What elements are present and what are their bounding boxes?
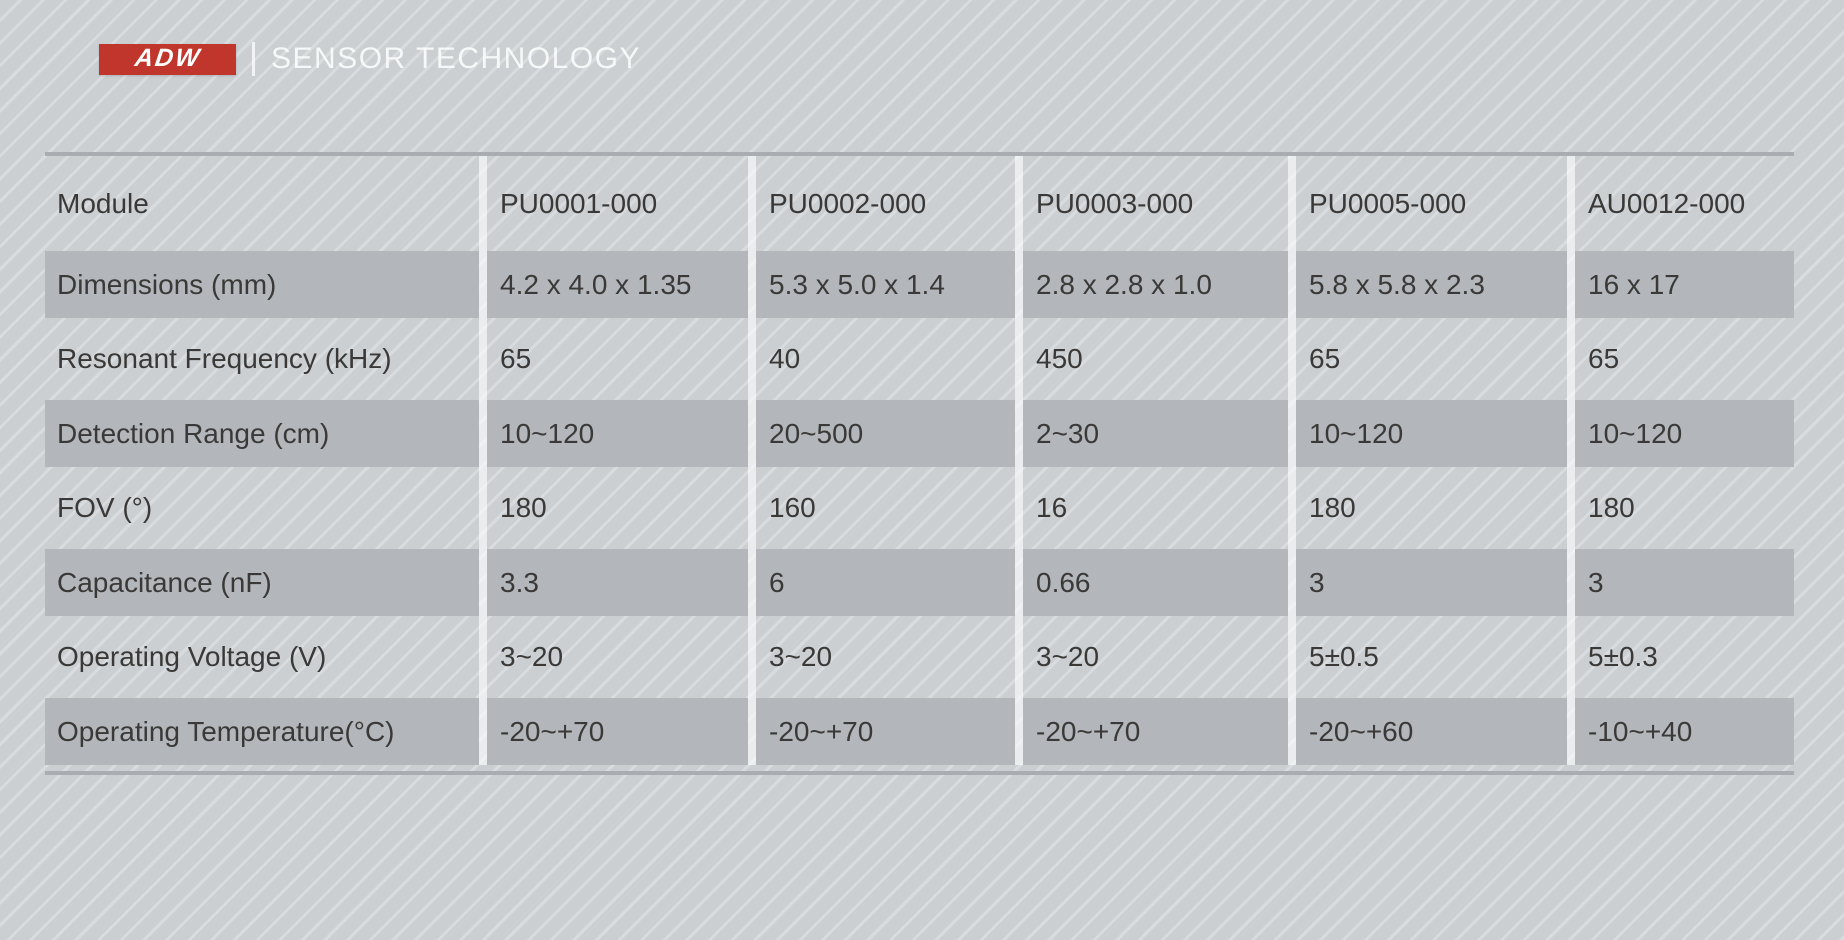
cell-value: -10~+40 [1567,698,1794,765]
cell-value: 5±0.5 [1288,616,1567,698]
adw-logo-text: ADW [132,43,203,72]
table-row: Operating Temperature(°C) -20~+70 -20~+70-… [45,698,1794,765]
module-name: AU0012-000 [1567,156,1794,251]
table-row: Operating Voltage (V) 3~20 3~20 3~20 5±0.5 5±… [45,616,1794,698]
row-label: Operating Temperature(°C) [45,698,479,765]
row-label: Capacitance (nF) [45,549,479,616]
brand-tagline: SENSOR TECHNOLOGY [271,42,642,75]
table-row: Detection Range (cm) 10~120 20~500 2~30 10~1… [45,400,1794,467]
cell-value: -20~+70 [748,698,1015,765]
row-label: Operating Voltage (V) [57,641,327,672]
row-label: Resonant Frequency (kHz) [57,343,392,374]
cell-value: 3~20 [1015,616,1288,698]
table-row: Dimensions (mm) 4.2 x 4.0 x 1.35 5.3 x 5.0… [45,251,1794,318]
cell-value: 6 [748,549,1015,616]
cell-value: 40 [748,318,1015,400]
brand-header: ADW SENSOR TECHNOLOGY [99,40,641,78]
cell-value: 0.66 [1015,549,1288,616]
cell-value: 10~120 [479,400,748,467]
cell-value: 5.8 x 5.8 x 2.3 [1288,251,1567,318]
spec-table-grid: Module PU0001-000 PU0002-000 PU0003-000 PU00… [45,156,1794,765]
cell-value: 65 [479,318,748,400]
cell-value: 180 [1288,467,1567,549]
cell-value: 180 [1567,467,1794,549]
cell-value: 3~20 [479,616,748,698]
cell-value: 180 [479,467,748,549]
cell-value: 3 [1567,549,1794,616]
cell-value: 20~500 [748,400,1015,467]
module-name: PU0001-000 [479,156,748,251]
cell-value: 16 x 17 [1567,251,1794,318]
brand-divider [252,42,255,76]
cell-value: 5.3 x 5.0 x 1.4 [748,251,1015,318]
cell-value: 65 [1567,318,1794,400]
cell-value: 2.8 x 2.8 x 1.0 [1015,251,1288,318]
cell-value: 65 [1288,318,1567,400]
cell-value: 10~120 [1567,400,1794,467]
cell-value: 5±0.3 [1567,616,1794,698]
module-name: PU0005-000 [1288,156,1567,251]
cell-value: 16 [1015,467,1288,549]
cell-value: -20~+70 [479,698,748,765]
cell-value: 450 [1015,318,1288,400]
cell-value: -20~+60 [1288,698,1567,765]
spec-table: Module PU0001-000 PU0002-000 PU0003-000 PU00… [45,152,1794,775]
cell-value: 3.3 [479,549,748,616]
table-row: FOV (°) 180 160 16 180 180 [45,467,1794,549]
cell-value: 4.2 x 4.0 x 1.35 [479,251,748,318]
adw-logo: ADW [99,43,236,75]
row-label: Detection Range (cm) [45,400,479,467]
table-row: Capacitance (nF) 3.3 6 0.66 3 3 [45,549,1794,616]
cell-value: -20~+70 [1015,698,1288,765]
row-label: Dimensions (mm) [45,251,479,318]
spec-table-body: Module PU0001-000 PU0002-000 PU0003-000 PU00… [45,156,1794,765]
module-name: PU0003-000 [1015,156,1288,251]
cell-value: 3 [1288,549,1567,616]
row-label: FOV (°) [57,492,153,523]
module-header-label: Module [57,187,149,219]
cell-value: 160 [748,467,1015,549]
table-header-row: Module PU0001-000 PU0002-000 PU0003-000 PU00… [45,156,1794,251]
module-name: PU0002-000 [748,156,1015,251]
cell-value: 3~20 [748,616,1015,698]
cell-value: 2~30 [1015,400,1288,467]
cell-value: 10~120 [1288,400,1567,467]
table-row: Resonant Frequency (kHz) 65 40 450 65 65 [45,318,1794,400]
